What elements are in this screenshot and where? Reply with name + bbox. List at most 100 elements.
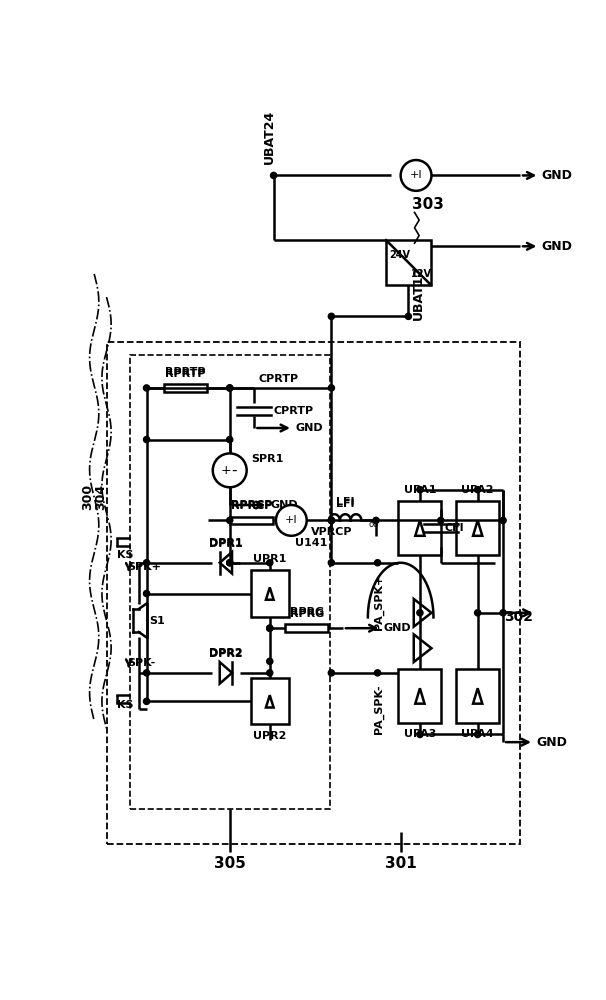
Text: PA_SPK-: PA_SPK-	[374, 684, 384, 734]
Text: GND: GND	[536, 736, 567, 749]
Text: +I: +I	[285, 515, 298, 525]
Text: 12V: 12V	[411, 269, 431, 279]
Circle shape	[417, 487, 423, 493]
Bar	[386, 240, 431, 285]
Text: UPA1: UPA1	[404, 485, 436, 495]
Circle shape	[144, 698, 150, 704]
Circle shape	[500, 517, 506, 523]
Circle shape	[144, 385, 150, 391]
Circle shape	[474, 610, 481, 616]
Text: CPRTP: CPRTP	[274, 406, 314, 416]
Text: GND: GND	[542, 240, 573, 253]
Circle shape	[227, 385, 233, 391]
Text: DPR1: DPR1	[209, 538, 242, 548]
Text: GND: GND	[542, 169, 573, 182]
Text: KS: KS	[118, 700, 134, 710]
Text: RPRCP: RPRCP	[231, 500, 272, 510]
Text: SPK-: SPK-	[127, 658, 156, 668]
Bar	[230, 517, 273, 524]
Circle shape	[401, 160, 431, 191]
Polygon shape	[220, 662, 232, 684]
Circle shape	[373, 517, 379, 523]
Text: RPRG: RPRG	[290, 609, 324, 619]
Text: UPA3: UPA3	[404, 729, 436, 739]
Circle shape	[328, 313, 335, 319]
Text: DPR1: DPR1	[209, 539, 242, 549]
Text: RPRG: RPRG	[290, 607, 324, 617]
Bar	[250, 570, 289, 617]
Circle shape	[375, 670, 381, 676]
Circle shape	[375, 560, 381, 566]
Circle shape	[227, 560, 233, 566]
Text: 303: 303	[412, 197, 444, 212]
Circle shape	[474, 487, 481, 493]
Text: VPRCP: VPRCP	[310, 527, 352, 537]
Circle shape	[438, 517, 444, 523]
Circle shape	[328, 517, 335, 523]
Text: GND: GND	[295, 423, 323, 433]
Text: S1: S1	[150, 615, 165, 626]
Circle shape	[267, 670, 273, 676]
Text: DPR2: DPR2	[209, 649, 242, 659]
Circle shape	[276, 505, 307, 536]
Text: UBAT24: UBAT24	[263, 110, 276, 164]
Bar	[250, 678, 289, 724]
Circle shape	[328, 517, 335, 523]
Text: 302: 302	[505, 610, 534, 624]
Circle shape	[328, 385, 335, 391]
Circle shape	[144, 436, 150, 443]
Circle shape	[417, 731, 423, 738]
Polygon shape	[414, 634, 431, 662]
Text: KS: KS	[118, 550, 134, 560]
Text: UPR1: UPR1	[253, 554, 287, 564]
Circle shape	[227, 517, 233, 523]
Circle shape	[144, 670, 150, 676]
Text: RPRTP: RPRTP	[165, 367, 205, 377]
Circle shape	[328, 670, 335, 676]
Polygon shape	[220, 552, 232, 574]
Text: PA_SPK+: PA_SPK+	[374, 574, 384, 630]
Text: 301: 301	[385, 856, 416, 871]
Text: CFI: CFI	[445, 523, 464, 533]
Circle shape	[267, 560, 273, 566]
Text: SPK+: SPK+	[127, 562, 161, 572]
Circle shape	[474, 731, 481, 738]
Bar	[398, 669, 442, 723]
Text: UBAT12: UBAT12	[412, 266, 425, 320]
Text: 24V: 24V	[389, 250, 410, 260]
Bar	[398, 501, 442, 555]
Circle shape	[227, 385, 233, 391]
Circle shape	[267, 625, 273, 631]
Circle shape	[500, 610, 506, 616]
Text: oo: oo	[368, 520, 379, 529]
Text: DPR2: DPR2	[209, 648, 242, 658]
Text: RPRTP: RPRTP	[165, 369, 205, 379]
Bar	[456, 501, 499, 555]
Text: CPRTP: CPRTP	[258, 374, 298, 384]
Circle shape	[405, 313, 411, 319]
Text: LFI: LFI	[336, 497, 355, 507]
Circle shape	[144, 560, 150, 566]
Text: 304: 304	[94, 484, 107, 510]
Circle shape	[227, 560, 233, 566]
Bar	[130, 355, 330, 809]
Text: -: -	[231, 463, 237, 478]
Circle shape	[267, 658, 273, 664]
Text: UPA2: UPA2	[461, 485, 494, 495]
Circle shape	[328, 517, 335, 523]
Text: UPR2: UPR2	[253, 731, 287, 741]
Circle shape	[213, 453, 247, 487]
Circle shape	[267, 625, 273, 631]
Bar	[456, 669, 499, 723]
Circle shape	[270, 172, 277, 179]
Bar	[107, 342, 520, 844]
Text: SPR1: SPR1	[251, 454, 284, 464]
Text: GND: GND	[270, 500, 298, 510]
Bar	[164, 384, 207, 392]
Text: GND: GND	[384, 623, 411, 633]
Circle shape	[227, 436, 233, 443]
Circle shape	[144, 590, 150, 597]
Text: LFI: LFI	[336, 499, 355, 509]
Circle shape	[417, 610, 423, 616]
Text: +: +	[221, 464, 231, 477]
